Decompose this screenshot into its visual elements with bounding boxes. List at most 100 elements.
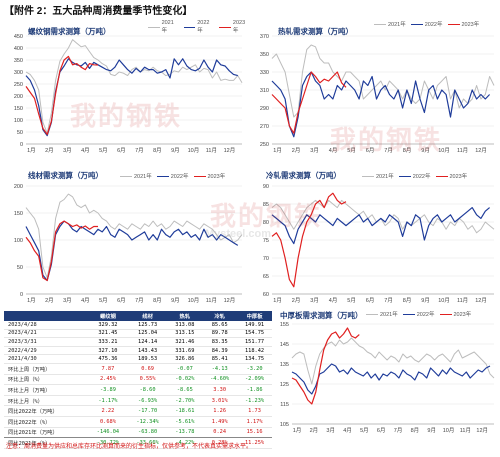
table-cell: -4.22% bbox=[167, 437, 203, 449]
table-header-cell bbox=[4, 311, 89, 321]
legend-item-2021: 2021年 bbox=[120, 172, 152, 180]
legend-item-2022: 2022年 bbox=[183, 20, 215, 34]
table-row-label: 环比上月（%） bbox=[4, 395, 89, 407]
x-tick-label: 11月 bbox=[460, 427, 471, 434]
table-row: 环比上周（%） 2.45% 0.55% -0.02% -4.60% -2.09% bbox=[4, 374, 272, 386]
x-tick-label: 8月 bbox=[153, 297, 162, 304]
table-row-label: 同比2022年（万吨） bbox=[4, 405, 89, 417]
x-tick-label: 3月 bbox=[310, 147, 319, 154]
table-cell: -33.66% bbox=[127, 437, 168, 449]
hot-coil-legend: 2021年 2022年 2023年 bbox=[374, 20, 479, 28]
table-cell: 3.30 bbox=[202, 384, 238, 396]
table-row: 2023/4/28 329.32 125.73 313.08 85.65 149.91 bbox=[4, 321, 272, 330]
legend-item-2022: 2022年 bbox=[402, 310, 435, 318]
series-line-2021 bbox=[271, 44, 495, 118]
table-header-cell: 线材 bbox=[127, 311, 168, 321]
x-tick-label: 6月 bbox=[117, 297, 126, 304]
series-line-2023 bbox=[271, 192, 347, 288]
table-cell: 333.21 bbox=[88, 337, 128, 347]
table-cell: 0.55% bbox=[127, 374, 168, 386]
table-row: 2023/3/31 333.21 124.14 321.46 83.35 151.77 bbox=[4, 337, 272, 347]
table-row-label: 环比上周（%） bbox=[4, 374, 89, 386]
y-tick-label: 0 bbox=[20, 292, 23, 298]
table-cell: 329.32 bbox=[88, 321, 128, 330]
y-tick-label: 200 bbox=[14, 94, 23, 100]
hot-coil-chart-title: 热轧需求测算（万吨） bbox=[278, 27, 353, 36]
x-tick-label: 10月 bbox=[188, 147, 200, 154]
table-row-label: 同比2022年（%） bbox=[4, 416, 89, 428]
x-tick-label: 5月 bbox=[347, 147, 356, 154]
table-cell: -12.34% bbox=[127, 416, 168, 428]
x-tick-label: 8月 bbox=[153, 147, 162, 154]
y-tick-label: 155 bbox=[280, 322, 289, 328]
y-tick-label: 90 bbox=[263, 184, 269, 190]
x-tick-label: 10月 bbox=[438, 147, 450, 154]
table-cell: -5.61% bbox=[167, 416, 203, 428]
x-tick-label: 1月 bbox=[273, 297, 282, 304]
table-cell: 313.15 bbox=[167, 329, 203, 339]
legend-item-2023: 2023年 bbox=[219, 20, 250, 34]
x-tick-label: 6月 bbox=[366, 297, 375, 304]
y-tick-label: 80 bbox=[263, 220, 269, 226]
y-tick-label: 0 bbox=[20, 142, 23, 148]
table-cell: 125.73 bbox=[127, 321, 168, 330]
y-tick-label: 135 bbox=[280, 362, 289, 368]
x-tick-label: 11月 bbox=[206, 147, 217, 154]
y-tick-label: 105 bbox=[280, 422, 289, 428]
x-tick-label: 7月 bbox=[135, 147, 144, 154]
rebar-chart-title: 螺纹钢需求测算（万吨） bbox=[28, 27, 111, 36]
y-tick-label: 50 bbox=[17, 130, 23, 136]
table-cell: 475.36 bbox=[88, 354, 128, 364]
legend-item-2022: 2022年 bbox=[398, 172, 431, 180]
table-header-cell: 中厚板 bbox=[237, 311, 272, 321]
x-tick-label: 4月 bbox=[343, 427, 352, 434]
y-tick-label: 450 bbox=[14, 34, 23, 40]
table-cell: -4.60% bbox=[202, 374, 238, 386]
legend-item-2022: 2022年 bbox=[156, 172, 189, 180]
table-row-label: 2022/4/29 bbox=[4, 346, 89, 356]
series-line-2022 bbox=[25, 58, 238, 137]
table-cell: 7.87 bbox=[88, 363, 128, 375]
x-tick-label: 2月 bbox=[292, 147, 301, 154]
cold-rolled-chart: 60 65 70 75 80 85 90 1月 2月 3月 4月 5月 6月 7月 8月 9月 10月 11月 12… bbox=[263, 184, 495, 304]
table-cell: 327.10 bbox=[88, 346, 128, 356]
table-cell: 151.77 bbox=[237, 337, 272, 347]
table-cell: -8.65 bbox=[167, 384, 203, 396]
series-line-2021 bbox=[25, 193, 243, 279]
table-row: 环比上月（万吨） -3.89 -8.60 -8.65 3.30 -1.86 bbox=[4, 384, 272, 396]
table-cell: 118.42 bbox=[237, 346, 272, 356]
table-cell: 143.43 bbox=[127, 346, 168, 356]
table-cell: 0.68% bbox=[88, 416, 128, 428]
x-tick-label: 8月 bbox=[403, 297, 412, 304]
x-tick-label: 10月 bbox=[443, 427, 455, 434]
x-tick-label: 8月 bbox=[411, 427, 420, 434]
x-tick-label: 9月 bbox=[427, 427, 436, 434]
x-tick-label: 9月 bbox=[421, 297, 430, 304]
table-cell: 154.75 bbox=[237, 329, 272, 339]
series-line-2021 bbox=[25, 39, 243, 134]
x-tick-label: 11月 bbox=[457, 147, 468, 154]
table-cell: 11.25% bbox=[237, 437, 272, 449]
hot-coil-chart-panel: 热轧需求测算（万吨） 2021年 2022年 2023年 250 270 290 31… bbox=[250, 16, 500, 156]
y-tick-label: 400 bbox=[14, 46, 23, 52]
table-row-label: 环比上月（万吨） bbox=[4, 384, 89, 396]
table-cell: 89.78 bbox=[202, 329, 238, 339]
y-tick-label: 100 bbox=[14, 238, 23, 244]
y-tick-label: 70 bbox=[263, 256, 269, 262]
y-tick-label: 270 bbox=[260, 124, 269, 130]
y-tick-label: 65 bbox=[263, 274, 269, 280]
series-line-2022 bbox=[271, 71, 491, 138]
table-cell: 84.39 bbox=[202, 346, 238, 356]
hot-coil-chart: 250 270 290 310 330 350 370 1月 2月 3月 4月 5月 6月 7月 8月 9月 1… bbox=[260, 34, 495, 154]
table-cell: 0.28% bbox=[202, 437, 238, 449]
x-tick-label: 4月 bbox=[81, 147, 90, 154]
table-row: 同比2022年（万吨） 2.22 -17.70 -18.61 1.26 1.73 bbox=[4, 405, 272, 417]
table-cell: 1.17% bbox=[237, 416, 272, 428]
x-tick-label: 12月 bbox=[476, 427, 488, 434]
x-tick-label: 4月 bbox=[81, 297, 90, 304]
x-tick-label: 7月 bbox=[394, 427, 403, 434]
y-tick-label: 75 bbox=[263, 238, 269, 244]
table-row: 同比2022年（%） 0.68% -12.34% -5.61% 1.49% 1.17% bbox=[4, 416, 272, 428]
footnote: 注意：周消费量为供应和总库存环比测算而来的衍生指标，仅供参考，不代表真实需求水平… bbox=[6, 444, 253, 450]
y-tick-label: 330 bbox=[260, 70, 269, 76]
